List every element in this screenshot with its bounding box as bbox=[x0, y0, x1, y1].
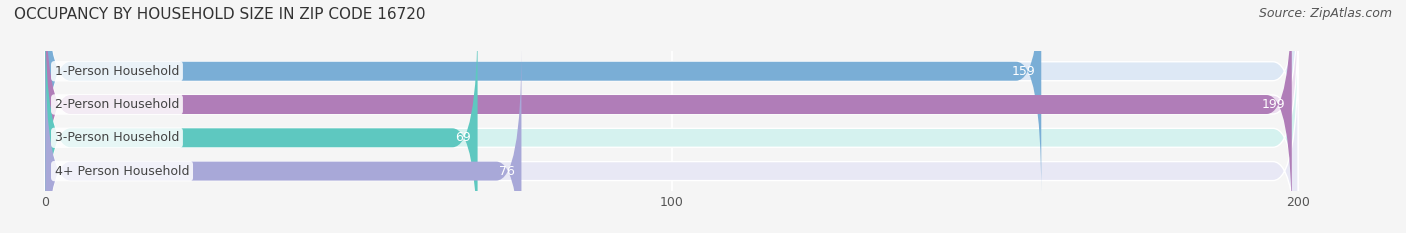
Text: 1-Person Household: 1-Person Household bbox=[55, 65, 179, 78]
Text: OCCUPANCY BY HOUSEHOLD SIZE IN ZIP CODE 16720: OCCUPANCY BY HOUSEHOLD SIZE IN ZIP CODE … bbox=[14, 7, 426, 22]
Text: 69: 69 bbox=[456, 131, 471, 144]
FancyBboxPatch shape bbox=[45, 0, 1042, 195]
FancyBboxPatch shape bbox=[45, 0, 1298, 228]
Text: 159: 159 bbox=[1011, 65, 1035, 78]
Text: 4+ Person Household: 4+ Person Household bbox=[55, 164, 190, 178]
Text: 76: 76 bbox=[499, 164, 515, 178]
Text: 3-Person Household: 3-Person Household bbox=[55, 131, 179, 144]
Text: 199: 199 bbox=[1261, 98, 1285, 111]
FancyBboxPatch shape bbox=[45, 48, 522, 233]
FancyBboxPatch shape bbox=[45, 0, 1298, 195]
FancyBboxPatch shape bbox=[45, 0, 1292, 228]
FancyBboxPatch shape bbox=[45, 48, 1298, 233]
FancyBboxPatch shape bbox=[45, 14, 1298, 233]
FancyBboxPatch shape bbox=[45, 14, 478, 233]
Text: 2-Person Household: 2-Person Household bbox=[55, 98, 179, 111]
Text: Source: ZipAtlas.com: Source: ZipAtlas.com bbox=[1258, 7, 1392, 20]
